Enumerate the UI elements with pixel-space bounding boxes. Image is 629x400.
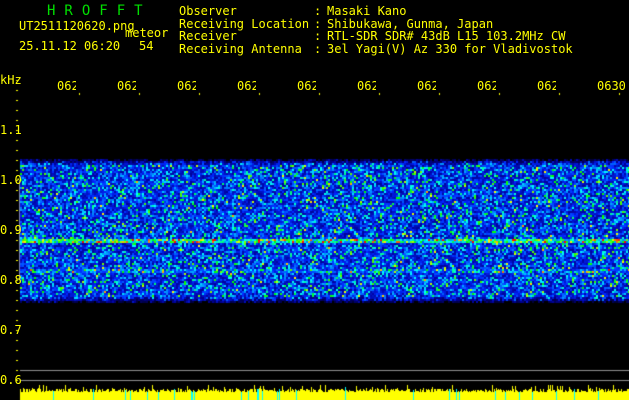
info-separator: :	[314, 29, 322, 43]
y-tick-label: 0.7	[0, 323, 22, 337]
y-tick-label: 0.9	[0, 223, 22, 237]
info-value: 3el Yagi(V) Az 330 for Vladivostok	[327, 41, 573, 56]
info-label: Observer	[179, 4, 237, 18]
datetime: 25.11.12 06:20	[19, 39, 121, 53]
x-tick-label: 0622	[117, 80, 136, 92]
count: 54	[139, 39, 154, 53]
info-value: Masaki Kano	[327, 4, 407, 18]
info-separator: :	[314, 16, 322, 31]
x-tick-label: 0621	[57, 80, 76, 92]
x-tick-label: 0627	[417, 80, 436, 92]
x-tick-label: 0630	[597, 80, 625, 92]
info-separator: :	[314, 41, 322, 56]
y-tick-label: 1.0	[0, 173, 22, 187]
info-label: Receiving Location	[179, 16, 310, 31]
info-value: Shibukawa, Gunma, Japan	[327, 16, 494, 31]
x-tick-label: 0625	[297, 80, 316, 92]
y-axis-label: kHz	[0, 73, 22, 87]
x-tick-label: 0626	[357, 80, 376, 92]
y-tick-label: 0.8	[0, 273, 22, 287]
mode-label: meteor	[125, 26, 169, 40]
app-title: HROFFT	[47, 3, 152, 19]
y-tick-label: 1.1	[0, 123, 22, 137]
info-label: Receiver	[179, 29, 237, 43]
filename: UT2511120620.png	[19, 19, 135, 33]
info-value: RTL-SDR SDR# 43dB L15 103.2MHz CW	[327, 29, 566, 43]
info-separator: :	[314, 4, 322, 18]
info-label: Receiving Antenna	[179, 41, 302, 56]
x-tick-label: 0628	[477, 80, 496, 92]
x-tick-label: 0624	[237, 80, 256, 92]
x-tick-label: 0623	[177, 80, 196, 92]
y-tick-label: 0.6	[0, 373, 22, 387]
x-tick-label: 0629	[537, 80, 556, 92]
